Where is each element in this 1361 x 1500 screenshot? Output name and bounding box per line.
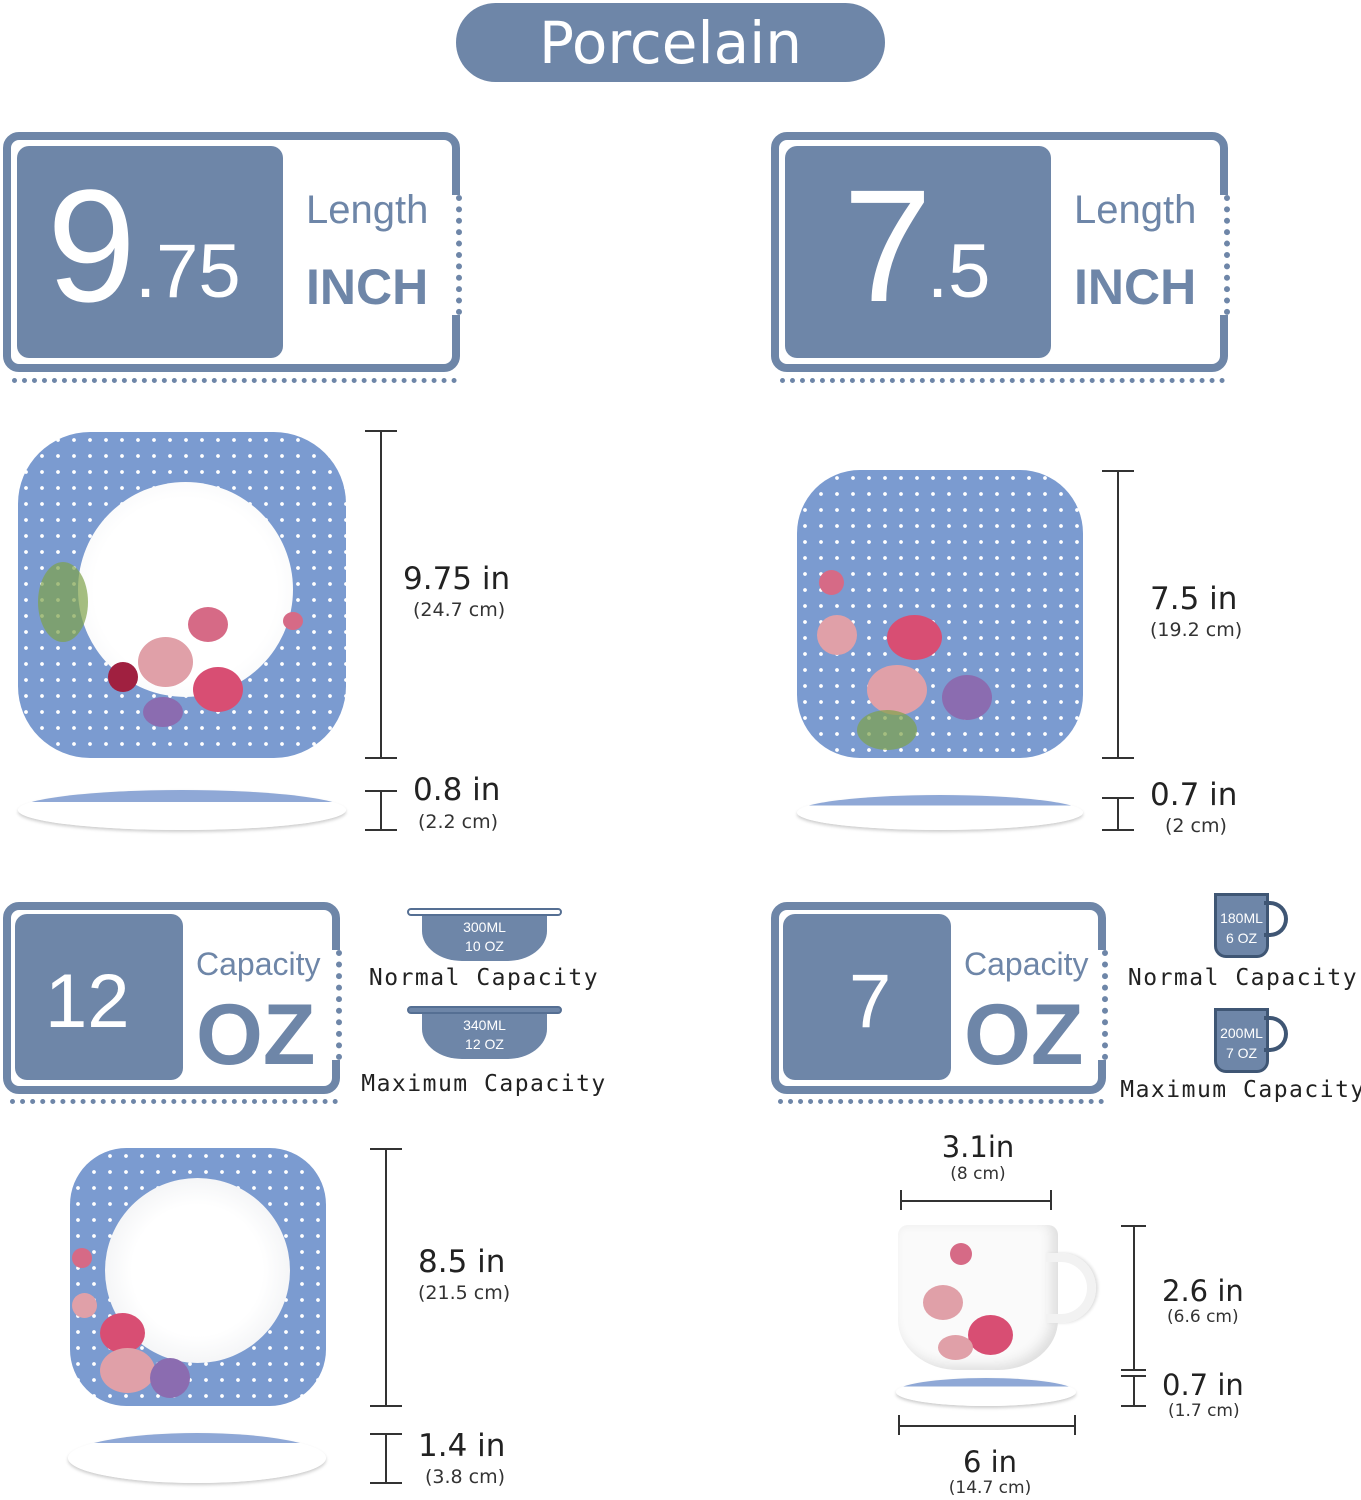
dessert-plate-height-cm: (2 cm) <box>1165 815 1227 837</box>
dotted-divider <box>778 1098 1104 1104</box>
saucer-image <box>896 1378 1076 1406</box>
dessert-plate-length-card: 7 .5 Length INCH <box>771 132 1230 372</box>
dotted-divider <box>780 377 1225 383</box>
mug-capacity-card: 7 Capacity OZ <box>771 902 1108 1094</box>
dinner-plate-width: 9.75 in <box>403 561 511 597</box>
mug-max-capacity-label: Maximum Capacity <box>1120 1077 1361 1103</box>
mug-normal-capacity-label: Normal Capacity <box>1127 965 1359 991</box>
capacity-value: 7 <box>849 959 892 1044</box>
unit-label: OZ <box>196 987 316 1083</box>
dessert-plate-width: 7.5 in <box>1150 581 1238 617</box>
cup-height-cm: (6.6 cm) <box>1167 1307 1239 1327</box>
capacity-label: Capacity <box>964 946 1089 982</box>
unit-label: INCH <box>1074 259 1197 315</box>
cup-image <box>898 1225 1098 1372</box>
dinner-plate-length-card: 9 .75 Length INCH <box>3 132 462 372</box>
dessert-plate-image <box>797 470 1083 758</box>
length-value-decimal: .75 <box>135 229 241 314</box>
length-value-main: 9 <box>47 156 136 335</box>
length-value-panel: 9 .75 <box>17 146 283 358</box>
soup-plate-side-view <box>68 1433 326 1483</box>
mug-normal-ml: 180ML <box>1220 910 1263 926</box>
dessert-plate-height: 0.7 in <box>1150 777 1238 813</box>
dinner-plate-image <box>18 432 346 758</box>
bowl-normal-capacity-icon: 300ML 10 OZ <box>407 908 562 963</box>
bowl-max-oz: 12 OZ <box>465 1036 504 1052</box>
dessert-plate-width-cm: (19.2 cm) <box>1150 619 1243 641</box>
dessert-plate-side-view <box>797 795 1083 830</box>
dotted-divider <box>12 377 457 383</box>
length-value-decimal: .5 <box>927 229 991 314</box>
dinner-plate-width-cm: (24.7 cm) <box>413 599 506 621</box>
soup-plate-height-cm: (3.8 cm) <box>425 1466 506 1488</box>
mug-max-oz: 7 OZ <box>1225 1045 1258 1061</box>
soup-plate-image <box>70 1148 326 1406</box>
bowl-max-capacity-icon: 340ML 12 OZ <box>407 1006 562 1061</box>
bowl-capacity-card: 12 Capacity OZ <box>3 902 342 1094</box>
length-label: Length <box>306 188 429 232</box>
dinner-plate-height: 0.8 in <box>413 772 501 808</box>
cup-diameter-cm: (8 cm) <box>950 1164 1006 1184</box>
bowl-max-capacity-label: Maximum Capacity <box>361 1071 607 1097</box>
bowl-max-ml: 340ML <box>463 1017 506 1033</box>
unit-label: INCH <box>306 259 429 315</box>
saucer-width-cm: (14.7 cm) <box>948 1478 1032 1498</box>
soup-plate-width-cm: (21.5 cm) <box>418 1282 511 1304</box>
capacity-value-panel: 12 <box>15 914 183 1080</box>
bowl-normal-oz: 10 OZ <box>465 938 504 954</box>
bowl-normal-capacity-label: Normal Capacity <box>368 965 600 991</box>
saucer-height: 0.7 in <box>1162 1368 1244 1402</box>
capacity-value-panel: 7 <box>783 914 951 1080</box>
capacity-value: 12 <box>45 959 130 1044</box>
dinner-plate-side-view <box>18 790 346 830</box>
unit-label: OZ <box>964 987 1084 1083</box>
mug-normal-oz: 6 OZ <box>1225 930 1258 946</box>
saucer-width: 6 in <box>962 1445 1018 1479</box>
dinner-plate-height-cm: (2.2 cm) <box>418 811 499 833</box>
length-value-panel: 7 .5 <box>785 146 1051 358</box>
title-banner: Porcelain <box>456 3 885 82</box>
dotted-divider <box>10 1098 338 1104</box>
cup-height: 2.6 in <box>1162 1274 1244 1308</box>
saucer-height-cm: (1.7 cm) <box>1168 1401 1240 1421</box>
cup-diameter: 3.1in <box>941 1130 1015 1164</box>
mug-max-capacity-icon: 200ML 7 OZ <box>1214 1008 1289 1073</box>
length-value-main: 7 <box>843 156 932 335</box>
mug-normal-capacity-icon: 180ML 6 OZ <box>1214 893 1289 958</box>
capacity-label: Capacity <box>196 946 321 982</box>
mug-max-ml: 200ML <box>1220 1025 1263 1041</box>
soup-plate-width: 8.5 in <box>418 1244 506 1280</box>
bowl-normal-ml: 300ML <box>463 919 506 935</box>
length-label: Length <box>1074 188 1197 232</box>
soup-plate-height: 1.4 in <box>418 1428 506 1464</box>
